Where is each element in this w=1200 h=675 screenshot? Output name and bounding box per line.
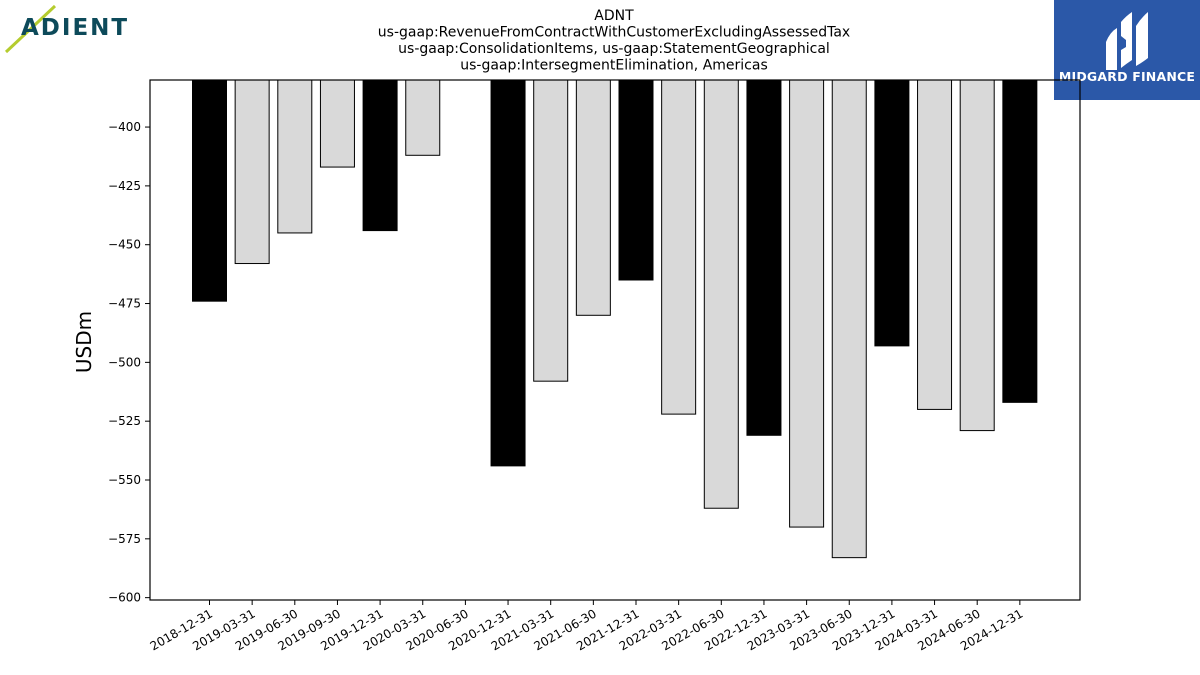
- plot-frame: [149, 79, 1081, 601]
- bar-2019-09-30: [319, 79, 355, 168]
- y-tick-label: −525: [108, 414, 141, 428]
- bar-2024-03-31: [917, 79, 953, 410]
- adient-logo: ADIENT: [0, 0, 140, 60]
- y-tick-label: −550: [108, 473, 141, 487]
- chart-title-line: us-gaap:RevenueFromContractWithCustomerE…: [378, 25, 850, 41]
- bar-2021-12-31: [618, 79, 654, 281]
- bar-2022-12-31: [746, 79, 782, 436]
- y-tick-label: −600: [108, 591, 141, 605]
- logo-slash-icon: [4, 4, 57, 54]
- bar-2022-06-30: [703, 79, 739, 509]
- x-axis: 2018-12-312019-03-312019-06-302019-09-30…: [148, 600, 1025, 653]
- bar-2022-03-31: [661, 79, 697, 415]
- chart-title-line: us-gaap:IntersegmentElimination, America…: [460, 58, 768, 74]
- bar-2023-03-31: [789, 79, 825, 528]
- bar-2019-06-30: [277, 79, 313, 234]
- bar-2023-06-30: [831, 79, 867, 559]
- chart-title: ADNTus-gaap:RevenueFromContractWithCusto…: [378, 8, 850, 74]
- midgard-finance-logo-text: MIDGARD FINANCE: [1058, 69, 1196, 84]
- bar-2023-12-31: [874, 79, 910, 347]
- bar-series: [192, 79, 1038, 559]
- chart-title-line: ADNT: [594, 8, 634, 24]
- bar-2020-12-31: [490, 79, 526, 467]
- bar-2024-06-30: [959, 79, 995, 432]
- bar-2018-12-31: [192, 79, 227, 302]
- bar-2021-06-30: [575, 79, 611, 316]
- y-axis: −400 −425 −450 −475 −500 −525 −550 −575 −600: [108, 120, 150, 605]
- y-tick-label: −400: [108, 120, 141, 134]
- adient-logo-text: ADIENT: [21, 15, 130, 41]
- y-tick-label: −575: [108, 532, 141, 546]
- bar-2019-03-31: [234, 79, 270, 265]
- chart-title-line: us-gaap:ConsolidationItems, us-gaap:Stat…: [398, 41, 830, 57]
- y-tick-label: −425: [108, 179, 141, 193]
- y-tick-label: −475: [108, 297, 141, 311]
- bar-2024-12-31: [1002, 79, 1038, 403]
- midgard-finance-logo: MIDGARD FINANCE: [1054, 0, 1200, 100]
- bar-2020-03-31: [405, 79, 441, 156]
- midgard-monogram-icon: [1106, 12, 1148, 70]
- y-axis-label: USDm: [72, 311, 96, 373]
- bar-2021-03-31: [533, 79, 569, 382]
- bar-2019-12-31: [362, 79, 398, 232]
- y-tick-label: −500: [108, 355, 141, 369]
- y-tick-label: −450: [108, 238, 141, 252]
